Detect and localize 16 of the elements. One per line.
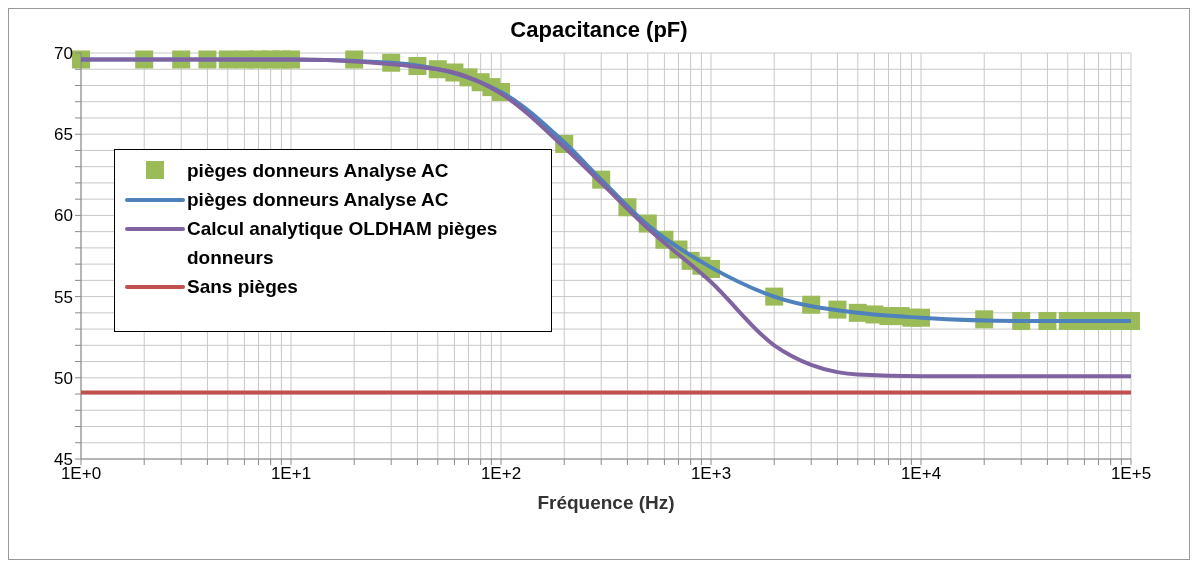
x-tick-label: 1E+4: [900, 464, 942, 484]
chart-title: Capacitance (pF): [509, 17, 689, 43]
x-tick-label: 1E+2: [480, 464, 522, 484]
y-tick-label: 60: [54, 206, 73, 226]
y-tick-label: 55: [54, 287, 73, 307]
y-tick-label: 65: [54, 125, 73, 145]
x-axis-title: Fréquence (Hz): [537, 492, 675, 513]
y-tick-label: 50: [54, 368, 73, 388]
x-tick-label: 1E+5: [1110, 464, 1152, 484]
legend-label: pièges donneurs Analyse AC: [187, 188, 449, 212]
y-tick-label: 70: [54, 44, 73, 64]
x-tick-label: 1E+3: [690, 464, 732, 484]
legend-label: pièges donneurs Analyse AC: [187, 159, 449, 183]
legend-label: Calcul analytique OLDHAM pièges donneurs: [187, 217, 499, 270]
x-tick-label: 1E+1: [270, 464, 312, 484]
legend-label: Sans pièges: [187, 275, 298, 299]
